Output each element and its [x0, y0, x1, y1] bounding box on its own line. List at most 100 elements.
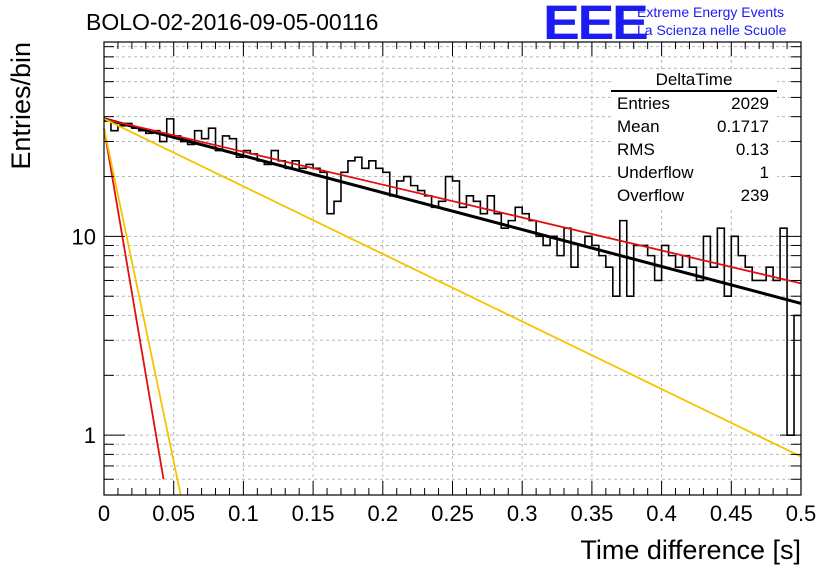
eee-logo: EEE — [543, 0, 649, 50]
x-tick-label: 0.15 — [292, 501, 335, 526]
logo-subtitle-2: La Scienza nelle Scuole — [637, 22, 787, 38]
histogram-bin — [146, 133, 153, 495]
histogram-bin — [571, 267, 578, 495]
fit-line-5 — [103, 128, 182, 496]
histogram-bin — [634, 245, 641, 495]
histogram-bin — [118, 126, 125, 495]
histogram-bin — [320, 172, 327, 495]
stats-value: 1 — [759, 163, 769, 182]
histogram-bin — [724, 296, 731, 495]
histogram-bin — [536, 236, 543, 495]
histogram-bin — [341, 172, 348, 495]
histogram-bin — [641, 245, 648, 495]
histogram-bin — [773, 280, 780, 495]
stats-row: RMS 0.13 — [611, 138, 777, 161]
histogram-bin — [125, 123, 132, 495]
stats-label: Underflow — [617, 163, 694, 182]
histogram-bin — [550, 236, 557, 495]
grid — [104, 42, 801, 496]
tick-labels: 0 0.05 0.1 0.15 0.2 0.25 0.3 0.35 0.4 0.45 0.5 1 10 — [72, 224, 817, 526]
histogram-bin — [425, 196, 432, 495]
histogram-bin — [181, 142, 188, 495]
histogram-bin — [209, 128, 216, 495]
stats-value: 239 — [740, 186, 769, 205]
x-tick-label: 0 — [98, 501, 110, 526]
histogram-bin — [529, 221, 536, 495]
histogram-bin — [731, 236, 738, 495]
stats-label: RMS — [617, 140, 655, 159]
stats-label: Overflow — [617, 186, 685, 205]
stats-label: Mean — [617, 117, 660, 136]
histogram-bin — [487, 196, 494, 495]
histogram-bin — [780, 228, 787, 495]
stats-row: Underflow 1 — [611, 161, 777, 184]
x-tick-label: 0.5 — [786, 501, 817, 526]
histogram-bin — [188, 144, 195, 495]
histogram-bin — [585, 236, 592, 495]
stats-value: 0.1717 — [717, 117, 769, 136]
fit-line-4 — [103, 128, 165, 480]
histogram-bin — [578, 245, 585, 495]
histogram-bin — [459, 207, 466, 495]
histogram-bin — [564, 228, 571, 495]
histogram-bin — [696, 280, 703, 495]
histogram-bin — [676, 267, 683, 495]
histogram-bin — [264, 164, 271, 495]
fit-line-1 — [103, 117, 802, 305]
histogram-bin — [662, 245, 669, 495]
histogram-bin — [515, 207, 522, 495]
histogram-bin — [369, 161, 376, 495]
histogram-bin — [167, 119, 174, 495]
histogram-bin — [278, 161, 285, 495]
histogram-bin — [229, 139, 236, 495]
histogram-bin — [202, 139, 209, 495]
run-title: BOLO-02-2016-09-05-00116 — [86, 9, 379, 35]
histogram-bin — [160, 142, 167, 495]
x-tick-label: 0.1 — [228, 501, 259, 526]
histogram-bin — [383, 172, 390, 495]
histogram-bin — [446, 177, 453, 495]
histogram-bin — [508, 221, 515, 495]
histogram-bin — [689, 267, 696, 495]
x-axis-title: Time difference [s] — [580, 535, 801, 565]
histogram-bin — [620, 221, 627, 495]
stats-title: DeltaTime — [611, 70, 777, 92]
histogram-bin — [752, 280, 759, 495]
histogram-bin — [306, 164, 313, 495]
histogram-bin — [432, 207, 439, 495]
x-tick-label: 0.35 — [570, 501, 613, 526]
histogram-bin — [216, 151, 223, 495]
histogram-bin — [285, 168, 292, 495]
histogram-bin — [501, 228, 508, 495]
histogram-bin — [717, 228, 724, 495]
histogram-bin — [627, 296, 634, 495]
histogram-bin — [606, 267, 613, 495]
histogram-bin — [404, 177, 411, 495]
fit-line-2 — [103, 117, 802, 285]
histogram-bin — [745, 267, 752, 495]
histogram-bin — [104, 121, 111, 495]
histogram-bin — [243, 151, 250, 495]
histogram-bin — [543, 245, 550, 495]
x-tick-label: 0.25 — [431, 501, 474, 526]
histogram-bin — [613, 296, 620, 495]
histogram-bin — [453, 181, 460, 495]
histogram-bin — [794, 315, 801, 495]
histogram-bin — [397, 181, 404, 495]
x-tick-label: 0.3 — [507, 501, 538, 526]
histogram-bin — [362, 168, 369, 495]
y-tick-label: 1 — [84, 423, 96, 448]
histogram-bin — [348, 161, 355, 495]
x-tick-label: 0.2 — [368, 501, 399, 526]
fit-line-3 — [103, 118, 802, 458]
histogram-bin — [592, 245, 599, 495]
histogram-bin — [710, 267, 717, 495]
axis-ticks — [103, 42, 802, 496]
logo-subtitle-1: Extreme Energy Events — [637, 4, 785, 20]
stats-row: Overflow 239 — [611, 184, 777, 207]
histogram-bin — [390, 196, 397, 495]
x-tick-label: 0.05 — [152, 501, 195, 526]
y-tick-label: 10 — [72, 224, 96, 249]
stats-value: 0.13 — [735, 140, 769, 159]
